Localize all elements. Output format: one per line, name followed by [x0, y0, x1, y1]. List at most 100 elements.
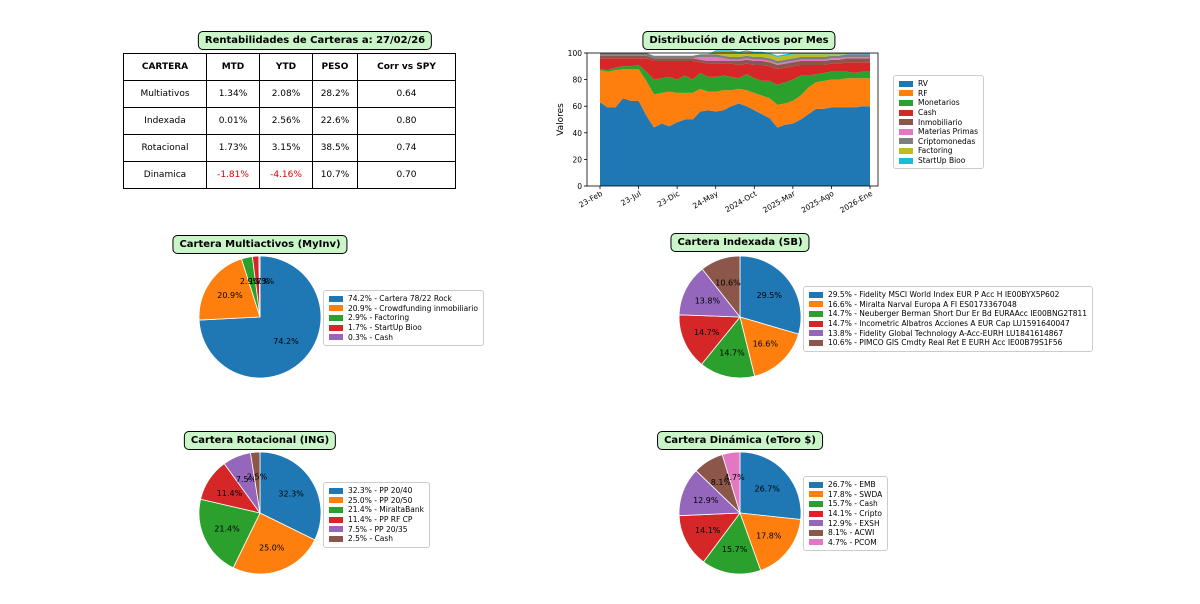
dinamica-legend-item: 12.9% - EXSH	[809, 518, 882, 528]
legend-swatch	[329, 314, 343, 321]
legend-label: 13.8% - Fidelity Global Technology A-Acc…	[828, 328, 1064, 338]
header-mtd: MTD	[206, 53, 260, 81]
area-series	[600, 69, 870, 128]
legend-label: 2.9% - Factoring	[348, 313, 410, 323]
multiactivos-pie-label: 20.9%	[217, 291, 243, 300]
legend-swatch	[899, 99, 913, 106]
dinamica-legend-item: 14.1% - Cripto	[809, 509, 882, 519]
legend-label: 8.1% - ACWI	[828, 528, 875, 538]
legend-label: 32.3% - PP 20/40	[348, 486, 413, 496]
pie-rotacional-title: Cartera Rotacional (ING)	[183, 431, 337, 450]
legend-swatch	[329, 334, 343, 341]
y-tick-label: 0	[577, 182, 582, 191]
rotacional-pie-slice	[198, 498, 261, 569]
cell-cartera: Dinamica	[123, 161, 207, 189]
rotacional-pie-label: 25.0%	[259, 544, 285, 553]
pie-indexada-title: Cartera Indexada (SB)	[670, 233, 810, 252]
area-series	[600, 53, 870, 64]
pie-dinamica-title: Cartera Dinámica (eToro $)	[657, 431, 823, 450]
legend-label: 14.7% - Neuberger Berman Short Dur Er Bd…	[828, 309, 1088, 319]
cell-ytd: -4.16%	[259, 161, 313, 189]
legend-label: 14.1% - Cripto	[828, 509, 882, 519]
rotacional-pie-label: 32.3%	[278, 490, 304, 499]
indexada-pie-label: 14.7%	[694, 328, 720, 337]
y-axis-label: Valores	[556, 103, 566, 136]
legend-swatch	[809, 500, 823, 507]
multiactivos-legend-item: 1.7% - StartUp Bioo	[329, 323, 478, 333]
dinamica-legend-item: 15.7% - Cash	[809, 499, 882, 509]
legend-swatch	[809, 339, 823, 346]
area-series	[600, 98, 870, 186]
legend-label: 29.5% - Fidelity MSCI World Index EUR P …	[828, 290, 1060, 300]
area-legend-item: Inmobiliario	[899, 117, 978, 127]
dinamica-legend-item: 26.7% - EMB	[809, 480, 882, 490]
indexada-pie-label: 13.8%	[695, 296, 721, 305]
legend-swatch	[329, 497, 343, 504]
cell-corr: 0.64	[357, 80, 456, 108]
legend-label: Materias Primas	[918, 127, 979, 137]
indexada-legend-item: 13.8% - Fidelity Global Technology A-Acc…	[809, 328, 1087, 338]
area-series	[600, 65, 870, 105]
dinamica-pie-label: 15.7%	[722, 545, 748, 554]
dinamica-pie-label: 26.7%	[754, 485, 780, 494]
multiactivos-pie-label: 0.3%	[254, 277, 275, 286]
area-series	[600, 55, 870, 69]
rotacional-legend-item: 25.0% - PP 20/50	[329, 496, 424, 506]
legend-swatch	[809, 310, 823, 317]
legend-label: 14.7% - Incometric Albatros Acciones A E…	[828, 319, 1070, 329]
rotacional-pie-label: 11.4%	[217, 489, 243, 498]
legend-label: 25.0% - PP 20/50	[348, 495, 413, 505]
y-tick-label: 100	[568, 49, 583, 58]
area-legend-item: RV	[899, 79, 978, 89]
legend-swatch	[899, 109, 913, 116]
legend-label: 2.5% - Cash	[348, 534, 394, 544]
dinamica-pie-label: 4.7%	[724, 473, 745, 482]
area-legend-item: Criptomonedas	[899, 137, 978, 147]
cell-peso: 10.7%	[312, 161, 358, 189]
rotacional-pie-slice	[250, 451, 261, 514]
rotacional-pie-label: 2.5%	[247, 473, 268, 482]
y-tick-label: 20	[572, 155, 582, 164]
legend-label: StartUp Bioo	[918, 156, 966, 166]
legend-label: 15.7% - Cash	[828, 499, 878, 509]
indexada-pie-slice	[678, 314, 741, 365]
multiactivos-pie-label: 74.2%	[273, 337, 299, 346]
table-title: Rentabilidades de Carteras a: 27/02/26	[197, 31, 433, 50]
area-legend-item: StartUp Bioo	[899, 156, 978, 166]
legend-swatch	[899, 128, 913, 135]
multiactivos-pie-label: 2.9%	[240, 277, 261, 286]
legend-label: 12.9% - EXSH	[828, 518, 880, 528]
multiactivos-legend-item: 20.9% - Crowdfunding inmobiliario	[329, 304, 478, 314]
legend-label: 20.9% - Crowdfunding inmobiliario	[348, 303, 478, 313]
returns-table: CARTERA MTD YTD PESO Corr vs SPY Multiat…	[123, 53, 456, 189]
indexada-pie-slice	[701, 255, 741, 319]
legend-swatch	[329, 305, 343, 312]
cell-ytd: 2.08%	[259, 80, 313, 108]
legend-label: 4.7% - PCOM	[828, 537, 877, 547]
indexada-pie-slice	[739, 255, 802, 335]
rotacional-legend-item: 32.3% - PP 20/40	[329, 486, 424, 496]
legend-swatch	[899, 90, 913, 97]
legend-label: 26.7% - EMB	[828, 480, 876, 490]
pie-indexada-legend: 29.5% - Fidelity MSCI World Index EUR P …	[803, 286, 1094, 352]
legend-label: 21.4% - MiraltaBank	[348, 505, 424, 515]
area-series	[600, 55, 870, 65]
rotacional-pie-slice	[259, 451, 322, 541]
legend-swatch	[899, 157, 913, 164]
indexada-pie-slice	[678, 268, 741, 318]
rotacional-pie-slice	[232, 512, 316, 575]
legend-label: Factoring	[918, 146, 953, 156]
indexada-legend-item: 16.6% - Miralta Narval Europa A FI ES017…	[809, 300, 1087, 310]
cell-cartera: Rotacional	[123, 134, 207, 162]
area-chart-title: Distribución de Activos por Mes	[642, 31, 836, 50]
legend-swatch	[809, 320, 823, 327]
y-tick-label: 80	[572, 76, 582, 85]
legend-swatch	[329, 324, 343, 331]
rotacional-pie-label: 21.4%	[214, 525, 240, 534]
indexada-legend-item: 14.7% - Neuberger Berman Short Dur Er Bd…	[809, 309, 1087, 319]
multiactivos-legend-item: 2.9% - Factoring	[329, 313, 478, 323]
rotacional-legend-item: 21.4% - MiraltaBank	[329, 505, 424, 515]
legend-swatch	[329, 487, 343, 494]
legend-label: 17.8% - SWDA	[828, 489, 883, 499]
